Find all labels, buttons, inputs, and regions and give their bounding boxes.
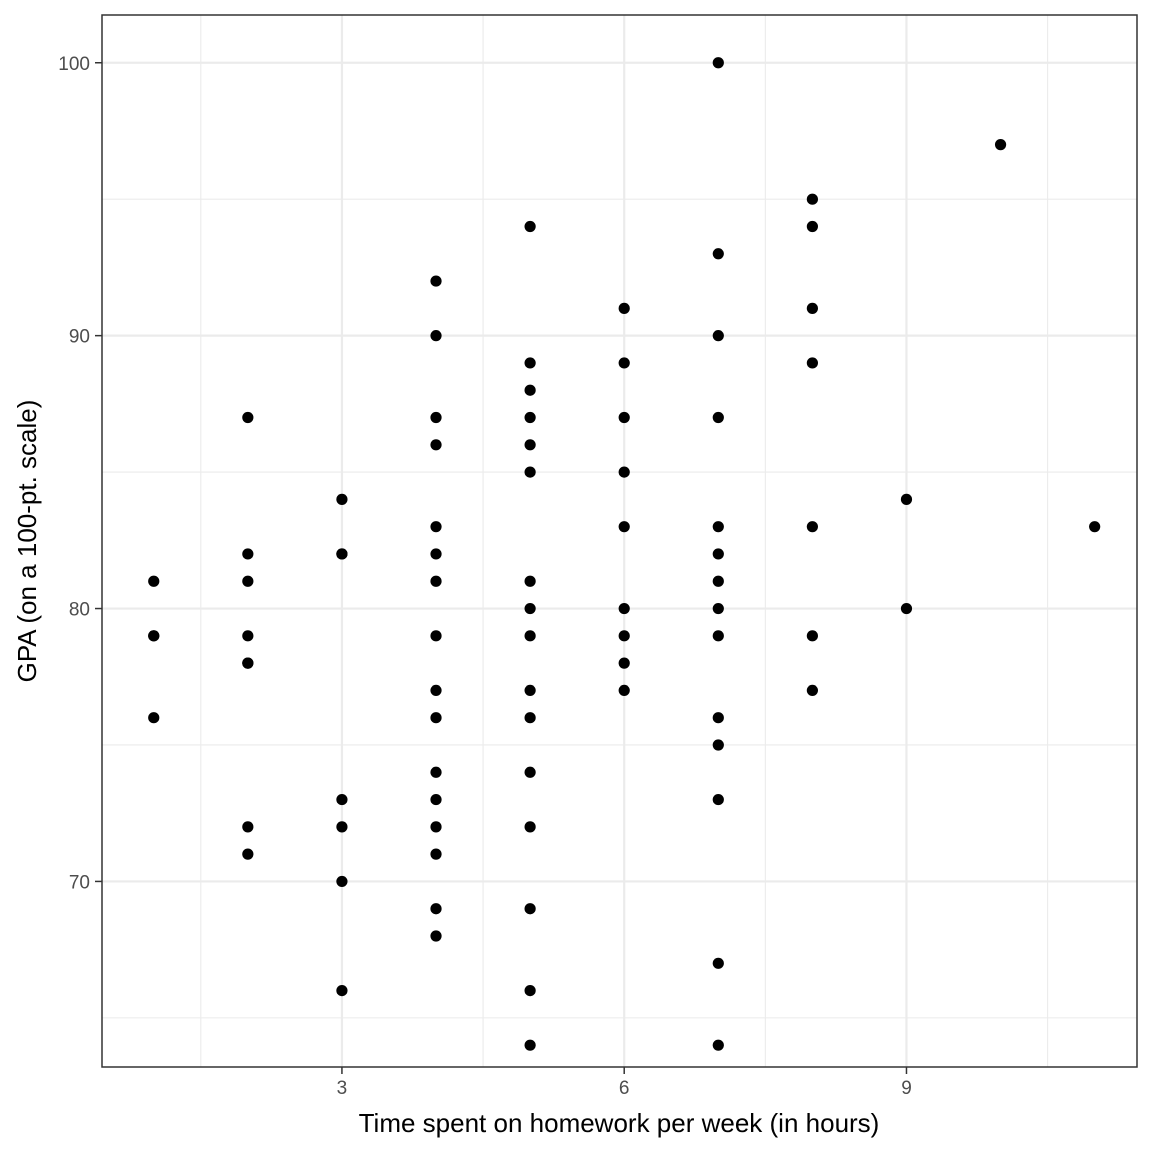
data-point — [524, 712, 536, 724]
data-point — [430, 439, 442, 451]
data-point — [806, 521, 818, 533]
x-tick-label: 9 — [901, 1078, 912, 1099]
data-point — [336, 821, 348, 833]
data-point — [430, 330, 442, 342]
data-point — [524, 466, 536, 478]
plot-border — [101, 14, 1138, 1068]
data-point — [524, 439, 536, 451]
data-point — [524, 984, 536, 997]
data-point — [430, 903, 442, 915]
data-point — [618, 521, 630, 533]
data-point — [618, 466, 630, 478]
data-point — [336, 875, 348, 888]
data-point — [336, 984, 348, 997]
data-point — [336, 548, 348, 560]
data-point — [618, 302, 630, 314]
data-point — [430, 766, 442, 778]
data-point — [524, 1039, 536, 1051]
data-point — [524, 630, 536, 642]
data-point — [712, 575, 724, 587]
data-point — [430, 521, 442, 533]
data-point — [242, 848, 254, 860]
data-point — [524, 384, 536, 396]
data-point — [430, 821, 442, 833]
data-point — [524, 357, 536, 369]
data-point — [806, 220, 818, 233]
data-point — [430, 930, 442, 942]
data-point — [806, 684, 818, 697]
data-point — [242, 575, 254, 587]
data-point — [806, 630, 818, 642]
data-point — [430, 548, 442, 560]
data-point — [430, 275, 442, 287]
data-point — [430, 684, 442, 697]
data-point — [524, 903, 536, 915]
data-points — [148, 57, 1101, 1051]
y-axis-title: GPA (on a 100-pt. scale) — [12, 400, 42, 683]
x-tick-label: 6 — [619, 1078, 630, 1099]
data-point — [148, 630, 160, 642]
data-point — [524, 411, 536, 424]
data-point — [336, 793, 348, 806]
data-point — [712, 630, 724, 642]
axis-ticks: 3 6 9 70 80 90 100 — [58, 54, 911, 1099]
data-point — [430, 848, 442, 860]
data-point — [712, 57, 724, 69]
data-point — [524, 684, 536, 697]
data-point — [430, 712, 442, 724]
x-tick-label: 3 — [337, 1078, 348, 1099]
y-tick-label: 80 — [69, 600, 90, 621]
data-point — [1089, 521, 1101, 533]
data-point — [618, 602, 630, 615]
data-point — [712, 957, 724, 969]
data-point — [242, 657, 254, 669]
data-point — [806, 357, 818, 369]
data-point — [524, 575, 536, 587]
data-point — [524, 602, 536, 615]
data-point — [430, 630, 442, 642]
data-point — [806, 302, 818, 314]
data-point — [242, 411, 254, 424]
data-point — [900, 602, 913, 615]
y-tick-label: 70 — [69, 872, 90, 893]
data-point — [242, 630, 254, 642]
data-point — [712, 548, 724, 560]
data-point — [524, 766, 536, 778]
data-point — [430, 411, 442, 424]
data-point — [148, 575, 160, 587]
data-point — [336, 493, 348, 505]
data-point — [618, 657, 630, 669]
data-point — [524, 821, 536, 833]
data-point — [618, 630, 630, 642]
data-point — [618, 411, 630, 424]
data-point — [712, 739, 724, 751]
data-point — [806, 193, 818, 205]
y-tick-label: 100 — [58, 54, 90, 75]
data-point — [712, 793, 724, 806]
data-point — [618, 684, 630, 697]
data-point — [148, 712, 160, 724]
plot-background — [102, 15, 1137, 1067]
data-point — [242, 548, 254, 560]
data-point — [524, 220, 536, 233]
y-tick-label: 90 — [69, 327, 90, 348]
data-point — [712, 521, 724, 533]
data-point — [712, 602, 724, 615]
data-point — [712, 411, 724, 424]
x-axis-title: Time spent on homework per week (in hour… — [359, 1108, 880, 1138]
data-point — [430, 793, 442, 806]
data-point — [430, 575, 442, 587]
data-point — [712, 712, 724, 724]
data-point — [618, 357, 630, 369]
data-point — [712, 330, 724, 342]
data-point — [712, 1039, 724, 1051]
data-point — [994, 139, 1007, 151]
data-point — [900, 493, 913, 505]
data-point — [712, 248, 724, 260]
data-point — [242, 821, 254, 833]
